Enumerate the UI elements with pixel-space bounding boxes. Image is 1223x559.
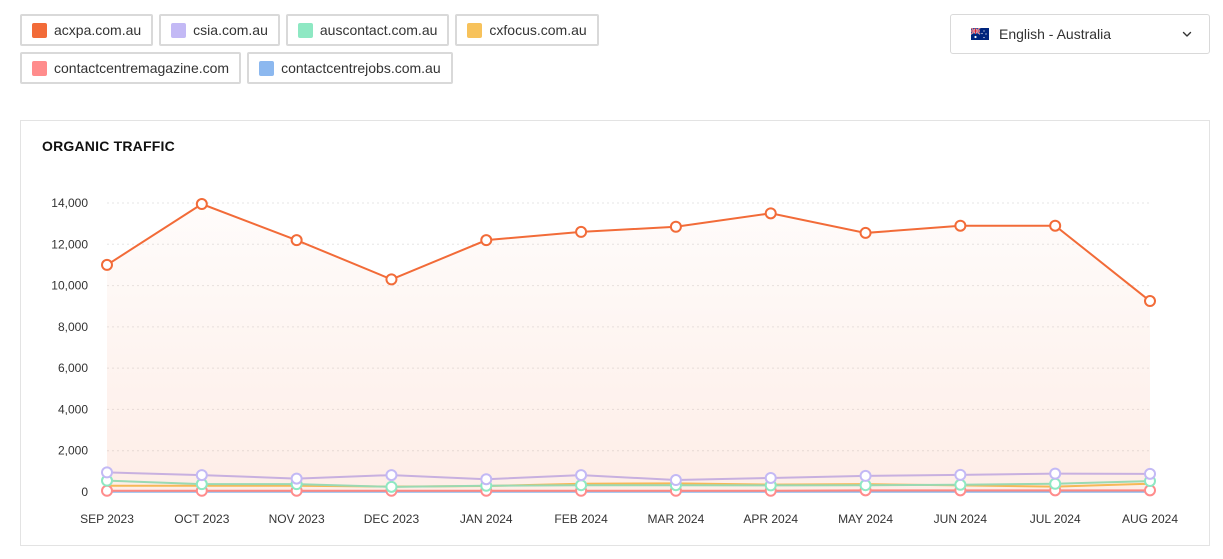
x-tick-label: JUN 2024 — [934, 512, 988, 526]
legend-item[interactable]: contactcentrejobs.com.au — [247, 52, 453, 84]
data-point — [480, 234, 493, 247]
legend-swatch — [259, 60, 275, 76]
y-tick-label: 14,000 — [51, 196, 88, 210]
y-tick-label: 10,000 — [51, 279, 88, 293]
chart-title: ORGANIC TRAFFIC — [42, 138, 175, 154]
legend-label: csia.com.au — [193, 22, 268, 38]
x-tick-label: SEP 2023 — [80, 512, 134, 526]
x-tick-label: DEC 2023 — [364, 512, 420, 526]
legend-item[interactable]: acxpa.com.au — [20, 14, 154, 46]
x-tick-label: NOV 2023 — [269, 512, 325, 526]
y-tick-label: 12,000 — [51, 237, 88, 251]
data-point — [195, 198, 208, 211]
legend-swatch — [467, 22, 483, 38]
data-point — [195, 469, 208, 482]
organic-traffic-card: ORGANIC TRAFFIC 0 2,000 4,000 6,000 8,000 10,… — [20, 120, 1210, 546]
data-point — [385, 480, 398, 493]
data-point — [669, 220, 682, 233]
y-tick-label: 4,000 — [58, 402, 88, 416]
language-select[interactable]: English - Australia — [950, 14, 1210, 54]
data-point — [1049, 467, 1062, 480]
legend-swatch — [32, 60, 47, 76]
data-point — [575, 469, 588, 482]
x-tick-label: MAY 2024 — [838, 512, 893, 526]
legend-item[interactable]: csia.com.au — [159, 14, 280, 46]
legend: acxpa.com.au csia.com.au auscontact.com.au… — [20, 14, 820, 84]
data-point — [1049, 477, 1062, 490]
y-tick-label: 8,000 — [58, 320, 88, 334]
x-tick-label: FEB 2024 — [554, 512, 608, 526]
x-tick-label: JAN 2024 — [460, 512, 513, 526]
series-area — [107, 204, 1150, 492]
x-tick-label: APR 2024 — [743, 512, 798, 526]
legend-item[interactable]: auscontact.com.au — [285, 14, 450, 46]
data-point — [290, 472, 303, 485]
data-point — [101, 484, 113, 497]
legend-label: contactcentremagazine.com — [54, 60, 230, 76]
x-tick-label: MAR 2024 — [648, 512, 705, 526]
legend-swatch — [32, 22, 47, 38]
data-point — [575, 225, 588, 238]
data-point — [385, 273, 398, 286]
legend-item[interactable]: contactcentremagazine.com — [20, 52, 242, 84]
data-point — [1144, 295, 1156, 308]
data-point — [764, 471, 777, 484]
data-point — [954, 468, 967, 481]
data-point — [954, 219, 967, 232]
data-point — [290, 234, 303, 247]
x-tick-label: JUL 2024 — [1030, 512, 1081, 526]
data-point — [575, 479, 588, 492]
legend-label: acxpa.com.au — [54, 22, 142, 38]
australia-flag-icon — [971, 28, 989, 40]
x-tick-label: OCT 2023 — [174, 512, 229, 526]
data-point — [954, 478, 967, 491]
data-point — [669, 474, 682, 487]
organic-traffic-chart: 0 2,000 4,000 6,000 8,000 10,000 12,000 14,000 S… — [51, 196, 1178, 526]
data-point — [1144, 467, 1156, 480]
legend-label: cxfocus.com.au — [489, 22, 587, 38]
language-label: English - Australia — [999, 26, 1112, 42]
legend-label: auscontact.com.au — [319, 22, 438, 38]
data-point — [859, 469, 872, 482]
data-point — [859, 226, 872, 239]
data-point — [101, 466, 113, 479]
y-tick-label: 6,000 — [58, 361, 88, 375]
data-point — [1049, 219, 1062, 232]
y-tick-label: 0 — [81, 485, 88, 499]
data-point — [101, 258, 113, 271]
legend-label: contactcentrejobs.com.au — [281, 60, 441, 76]
legend-item[interactable]: cxfocus.com.au — [455, 14, 599, 46]
data-point — [480, 473, 493, 486]
legend-swatch — [297, 22, 313, 38]
chevron-down-icon — [1182, 31, 1192, 37]
y-tick-label: 2,000 — [58, 444, 88, 458]
legend-swatch — [171, 22, 187, 38]
data-point — [764, 207, 777, 220]
data-point — [385, 469, 398, 482]
series-line — [106, 202, 1151, 302]
x-tick-label: AUG 2024 — [1122, 512, 1178, 526]
